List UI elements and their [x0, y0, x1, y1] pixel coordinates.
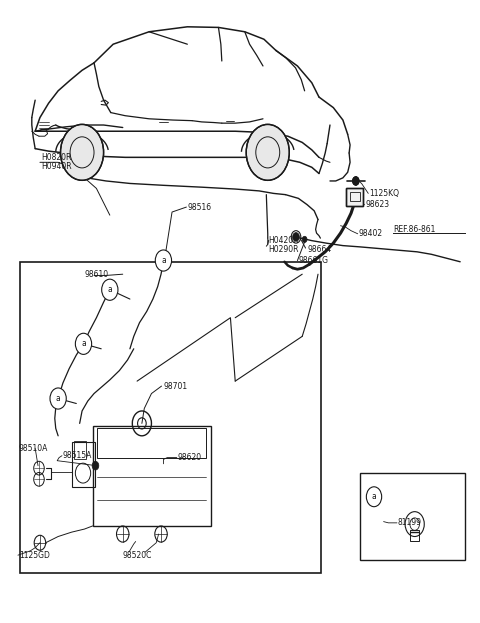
Text: 98701: 98701: [163, 382, 188, 391]
Circle shape: [50, 388, 66, 409]
Bar: [346, 188, 363, 206]
Text: a: a: [372, 492, 376, 502]
Circle shape: [366, 487, 382, 506]
Bar: [74, 442, 86, 459]
Text: H0420R: H0420R: [269, 235, 299, 244]
Text: 98510A: 98510A: [19, 444, 48, 453]
Circle shape: [60, 125, 104, 180]
Bar: [72, 442, 95, 487]
Text: 98664: 98664: [307, 245, 331, 254]
Bar: [93, 427, 211, 526]
Bar: [20, 262, 322, 573]
Bar: [360, 473, 465, 560]
Text: H0940R: H0940R: [41, 162, 72, 171]
Text: 98661G: 98661G: [299, 256, 328, 265]
Text: a: a: [81, 340, 86, 348]
Text: a: a: [56, 394, 60, 403]
Text: 98623: 98623: [365, 200, 390, 209]
Text: 98515A: 98515A: [63, 451, 92, 460]
Circle shape: [102, 279, 118, 300]
Text: 98516: 98516: [187, 202, 212, 212]
Circle shape: [75, 333, 92, 354]
Text: H0820R: H0820R: [41, 153, 72, 162]
Bar: [350, 191, 360, 201]
Text: 98402: 98402: [359, 229, 383, 239]
Text: a: a: [108, 285, 112, 294]
Circle shape: [352, 176, 359, 185]
Circle shape: [293, 232, 300, 241]
Text: 98610: 98610: [84, 270, 108, 278]
Circle shape: [352, 176, 359, 185]
Text: a: a: [161, 256, 166, 265]
Text: 98620: 98620: [178, 453, 202, 462]
Circle shape: [156, 250, 171, 271]
Bar: [410, 530, 420, 541]
Text: 1125GD: 1125GD: [19, 551, 50, 559]
Circle shape: [246, 125, 289, 180]
Text: 98520C: 98520C: [122, 551, 152, 559]
Text: 1125KQ: 1125KQ: [369, 189, 399, 198]
Bar: [346, 188, 363, 206]
Circle shape: [302, 236, 307, 242]
Circle shape: [92, 461, 99, 470]
Bar: [97, 428, 206, 457]
Text: REF.86-861: REF.86-861: [393, 225, 435, 234]
Text: H0290R: H0290R: [269, 245, 299, 254]
Text: 81199: 81199: [398, 518, 422, 527]
